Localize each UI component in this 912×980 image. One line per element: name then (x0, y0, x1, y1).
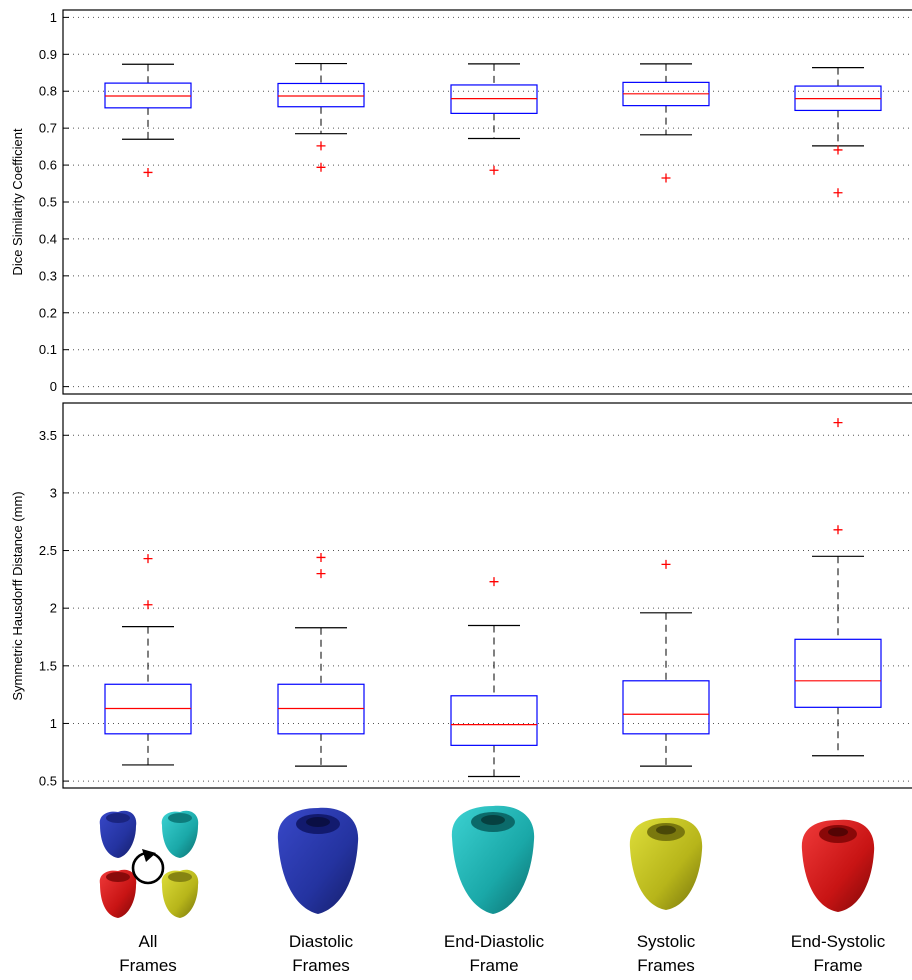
dice-y-tick-label: 0.5 (39, 195, 57, 210)
hausdorff-y-tick-label: 2 (50, 601, 57, 616)
dice-grid (63, 16, 912, 388)
dice-box-1 (277, 62, 365, 172)
hausdorff-box-4 (794, 418, 882, 757)
outlier-marker (316, 552, 326, 562)
dice-y-tick-label: 0.7 (39, 121, 57, 136)
category-label-line1: Diastolic (289, 932, 354, 951)
iqr-box (450, 695, 538, 746)
hausdorff-box-2 (450, 577, 538, 778)
category-label-line2: Frames (119, 956, 177, 975)
outlier-marker (316, 162, 326, 172)
heart-blue-icon (99, 810, 137, 858)
outlier-marker (489, 165, 499, 175)
diastolic-heart-icon (277, 807, 359, 914)
dice-y-tick-label: 0.1 (39, 342, 57, 357)
hausdorff-grid (63, 434, 912, 782)
dice-y-tick-label: 0.6 (39, 158, 57, 173)
outlier-marker (316, 569, 326, 579)
dice-y-axis-label: Dice Similarity Coefficient (10, 128, 25, 276)
dice-y-tick-label: 0 (50, 379, 57, 394)
heart-red-icon (99, 869, 137, 918)
outlier-marker (143, 600, 153, 610)
category-label-line1: End-Diastolic (444, 932, 545, 951)
systolic-heart-icon (629, 817, 703, 910)
heart-illustrations (99, 805, 875, 918)
end-diastolic-heart-icon (451, 805, 535, 914)
iqr-box (622, 680, 710, 735)
dice-box-2 (450, 63, 538, 175)
outlier-marker (833, 525, 843, 535)
dice-y-ticks: 0 0.1 0.2 0.3 0.4 0.5 0.6 0.7 0.8 0.9 1 (39, 10, 69, 394)
dice-y-tick-label: 0.2 (39, 305, 57, 320)
hausdorff-y-ticks: 0.5 1 1.5 2 2.5 3 3.5 (39, 428, 69, 789)
outlier-marker (661, 173, 671, 183)
hausdorff-y-tick-label: 1.5 (39, 658, 57, 673)
category-label-line2: Frames (292, 956, 350, 975)
category-label-line2: Frames (637, 956, 695, 975)
dice-box-3 (622, 63, 710, 183)
outlier-marker (661, 559, 671, 569)
hausdorff-y-tick-label: 2.5 (39, 543, 57, 558)
category-labels: All Frames Diastolic Frames End-Diastoli… (119, 932, 886, 975)
category-label-line1: End-Systolic (791, 932, 886, 951)
hausdorff-panel: 0.5 1 1.5 2 2.5 3 3.5 Symmetric Hausdorff Dist… (10, 402, 912, 789)
outlier-marker (316, 141, 326, 151)
category-label-line1: Systolic (637, 932, 696, 951)
iqr-box (794, 638, 882, 708)
hausdorff-y-tick-label: 3 (50, 485, 57, 500)
dice-y-tick-label: 0.8 (39, 84, 57, 99)
dice-boxes (104, 62, 882, 198)
hausdorff-y-axis-label: Symmetric Hausdorff Distance (mm) (10, 491, 25, 700)
dice-box-0 (104, 63, 192, 177)
outlier-marker (833, 418, 843, 428)
dice-panel: 0 0.1 0.2 0.3 0.4 0.5 0.6 0.7 0.8 0.9 1 Dice Simil… (10, 9, 912, 395)
dice-y-tick-label: 0.4 (39, 231, 57, 246)
outlier-marker (143, 167, 153, 177)
all-frames-illustration (99, 810, 199, 918)
outlier-marker (143, 554, 153, 564)
dice-y-tick-label: 1 (50, 10, 57, 25)
iqr-box (277, 82, 365, 108)
cycle-arrow-icon (131, 849, 165, 885)
hausdorff-y-tick-label: 1 (50, 716, 57, 731)
hausdorff-axes-frame (62, 402, 912, 789)
hausdorff-y-tick-label: 0.5 (39, 774, 57, 789)
hausdorff-box-1 (277, 552, 365, 767)
outlier-marker (489, 577, 499, 587)
outlier-marker (833, 145, 843, 155)
category-label-line2: Frame (469, 956, 518, 975)
hausdorff-box-3 (622, 559, 710, 767)
hausdorff-boxes (104, 418, 882, 778)
dice-axes-frame (62, 9, 912, 395)
heart-yellow-icon (161, 869, 199, 918)
dice-box-4 (794, 66, 882, 198)
hausdorff-box-0 (104, 554, 192, 766)
outlier-marker (833, 188, 843, 198)
heart-cyan-icon (161, 810, 199, 858)
end-systolic-heart-icon (801, 819, 875, 912)
hausdorff-y-tick-label: 3.5 (39, 428, 57, 443)
dice-y-tick-label: 0.9 (39, 47, 57, 62)
category-label-line1: All (139, 932, 158, 951)
dice-y-tick-label: 0.3 (39, 268, 57, 283)
category-label-line2: Frame (813, 956, 862, 975)
